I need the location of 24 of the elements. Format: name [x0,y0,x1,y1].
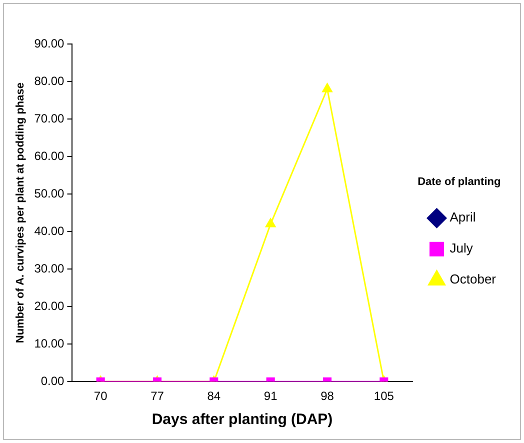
legend-label: April [450,210,476,225]
y-axis-title: Number of A. curvipes per plant at podding phase [14,82,27,344]
point [266,218,276,228]
x-axis-title: Days after planting (DAP) [152,411,333,428]
y-tick-label: 70.00 [34,111,65,126]
point [322,83,332,92]
x-tick-label: 105 [374,389,394,404]
y-tick-label: 30.00 [34,261,65,276]
y-tick-label: 20.00 [34,298,65,313]
legend-label: July [450,240,474,256]
legend-label: October [450,272,497,287]
x-tick-label: 84 [207,389,221,404]
y-tick-label: 90.00 [34,36,65,50]
y-tick-label: 10.00 [34,336,65,350]
legend-title: Date of planting [418,176,501,188]
y-tick-label: 40.00 [34,224,65,238]
y-tick-label: 0.00 [40,374,65,388]
x-tick-label: 98 [320,389,334,404]
x-tick-label: 77 [150,389,164,404]
y-tick-label: 80.00 [34,74,65,88]
x-tick-label: 91 [264,389,278,404]
y-tick-label: 60.00 [34,148,65,163]
y-tick-label: 50.00 [34,186,65,200]
x-tick-label: 70 [94,389,108,404]
